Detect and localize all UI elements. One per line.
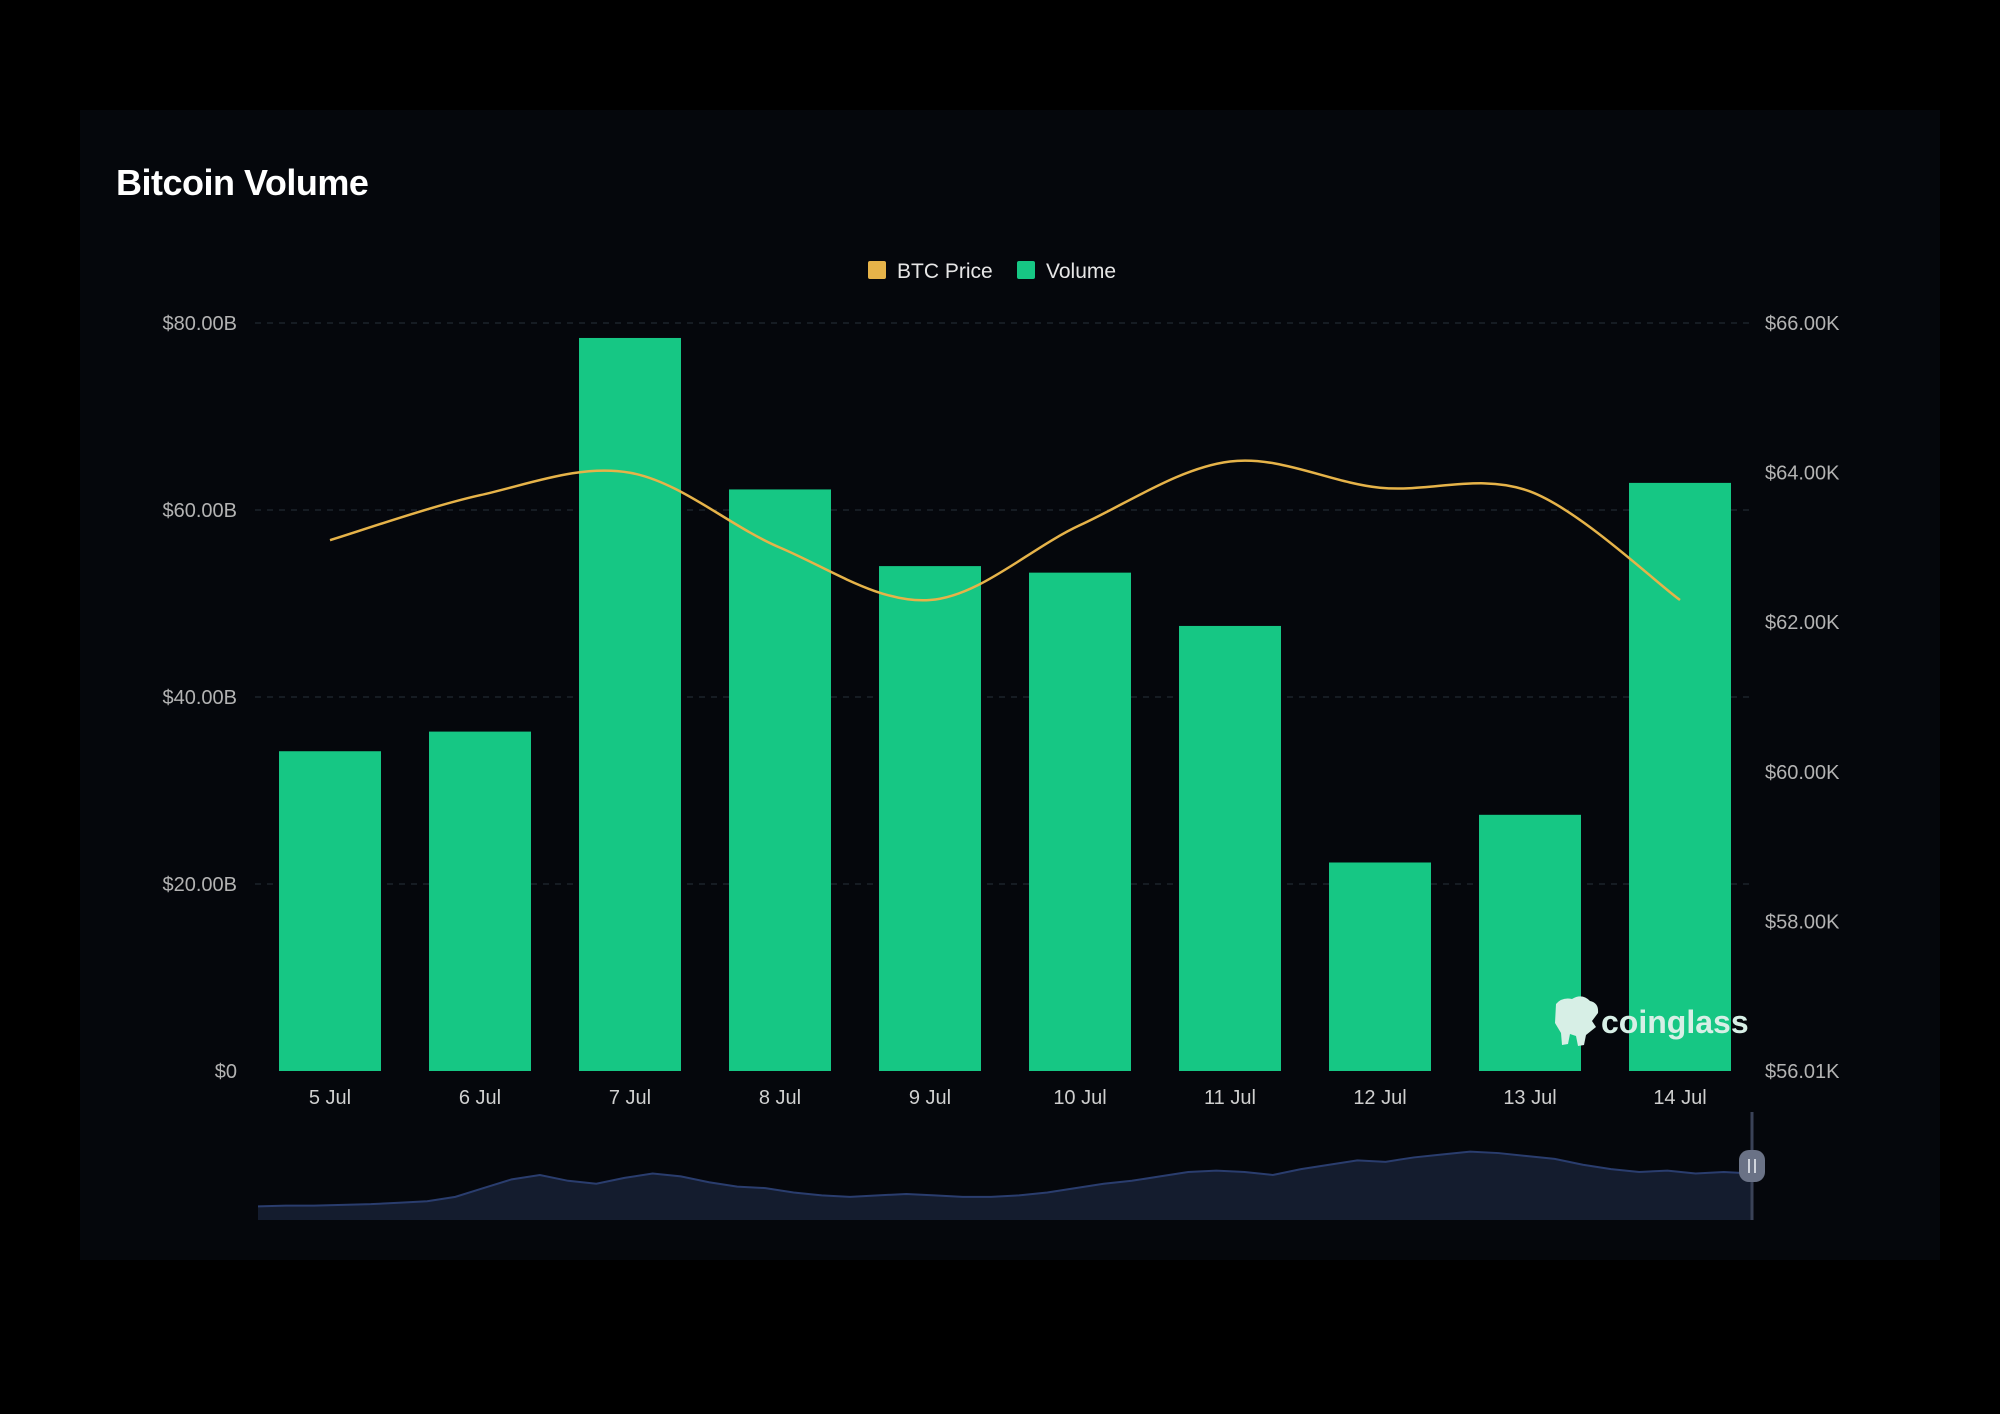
coinglass-logo-icon [1555, 996, 1599, 1046]
legend-swatch-btc-price [868, 261, 886, 279]
navigator-area [258, 1151, 1752, 1220]
legend[interactable]: BTC Price Volume [868, 260, 1116, 283]
y-right-tick-label: $64.00K [1765, 463, 1840, 485]
volume-bar[interactable] [1029, 572, 1131, 1071]
x-tick-label: 5 Jul [309, 1087, 351, 1109]
volume-bar[interactable] [429, 731, 531, 1071]
navigator-handle[interactable] [1739, 1150, 1765, 1182]
navigator-handle-grip[interactable] [1739, 1150, 1765, 1182]
y-right-tick-label: $60.00K [1765, 762, 1840, 784]
volume-bar[interactable] [879, 566, 981, 1071]
y-left-tick-label: $60.00B [162, 500, 237, 522]
volume-bar[interactable] [1329, 862, 1431, 1071]
volume-bar[interactable] [729, 489, 831, 1071]
volume-bar[interactable] [579, 337, 681, 1072]
x-tick-label: 7 Jul [609, 1087, 651, 1109]
axes: $0 $20.00B $40.00B $60.00B $80.00B $56.01K $58… [162, 313, 1840, 1109]
watermark: coinglass [1555, 996, 1749, 1046]
y-left-tick-label: $0 [215, 1061, 237, 1083]
watermark-text: coinglass [1601, 1004, 1749, 1040]
x-tick-label: 11 Jul [1204, 1087, 1256, 1109]
y-left-tick-label: $40.00B [162, 687, 237, 709]
y-left-tick-label: $20.00B [162, 874, 237, 896]
y-left-tick-label: $80.00B [162, 313, 237, 335]
x-tick-label: 9 Jul [909, 1087, 951, 1109]
range-navigator[interactable] [257, 1112, 1765, 1220]
btc-price-line[interactable] [329, 459, 1681, 602]
navigator-line [257, 1150, 1753, 1208]
x-tick-label: 8 Jul [759, 1087, 801, 1109]
legend-label-btc-price[interactable]: BTC Price [897, 260, 993, 283]
y-right-tick-label: $56.01K [1765, 1061, 1840, 1083]
y-right-tick-label: $58.00K [1765, 911, 1840, 933]
legend-swatch-volume [1017, 261, 1035, 279]
x-tick-label: 14 Jul [1653, 1087, 1706, 1109]
volume-bar[interactable] [279, 751, 381, 1071]
volume-bar[interactable] [1179, 625, 1281, 1071]
price-line-layer [329, 459, 1681, 602]
chart-title: Bitcoin Volume [116, 162, 369, 203]
x-tick-label: 12 Jul [1353, 1087, 1406, 1109]
y-right-tick-label: $66.00K [1765, 313, 1840, 335]
x-tick-label: 13 Jul [1503, 1087, 1556, 1109]
y-right-tick-label: $62.00K [1765, 612, 1840, 634]
volume-bars [279, 337, 1731, 1072]
legend-label-volume[interactable]: Volume [1046, 260, 1116, 283]
x-tick-label: 10 Jul [1053, 1087, 1106, 1109]
x-tick-label: 6 Jul [459, 1087, 501, 1109]
volume-bar[interactable] [1629, 482, 1731, 1071]
